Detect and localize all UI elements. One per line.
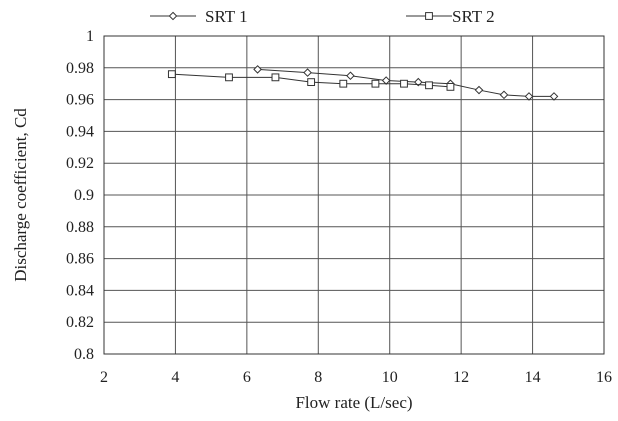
data-point-square — [425, 12, 433, 20]
data-point-diamond — [524, 92, 534, 101]
x-tick-label: 10 — [382, 369, 398, 386]
y-tick-label: 0.82 — [66, 314, 94, 331]
data-point-square — [371, 79, 380, 88]
plot-area — [103, 35, 605, 355]
data-point-diamond — [253, 65, 262, 74]
y-tick-label: 0.8 — [74, 346, 94, 363]
data-point-diamond — [413, 77, 423, 87]
data-point-square — [167, 70, 176, 79]
data-point-diamond — [499, 90, 509, 100]
x-tick-label: 6 — [243, 369, 251, 386]
series-layer — [167, 65, 559, 101]
tick-labels: 2 4 6 8 10 12 14 16 0.8 0.82 0.84 0.86 0.88 0.9 0.92 0.… — [66, 28, 612, 386]
x-tick-label: 4 — [171, 369, 179, 386]
data-point-square — [425, 81, 433, 90]
legend-item-srt-2: SRT 2 — [406, 7, 495, 26]
x-tick-label: 8 — [314, 369, 322, 386]
x-tick-label: 2 — [100, 369, 108, 386]
series-line-srt-1 — [257, 68, 554, 97]
data-point-square — [307, 78, 316, 87]
grid — [103, 35, 605, 355]
data-point-square — [225, 73, 233, 82]
x-tick-label: 14 — [525, 369, 541, 386]
legend-label: SRT 1 — [205, 7, 248, 26]
data-point-diamond — [381, 76, 391, 85]
legend-item-srt-1: SRT 1 — [150, 7, 248, 26]
y-tick-label: 1 — [86, 28, 94, 45]
data-point-diamond — [303, 68, 312, 77]
y-tick-label: 0.86 — [66, 251, 94, 268]
x-tick-label: 12 — [453, 369, 469, 386]
y-tick-label: 0.94 — [66, 123, 94, 140]
data-point-square — [271, 73, 280, 82]
y-tick-label: 0.96 — [66, 92, 94, 109]
legend-label: SRT 2 — [452, 7, 495, 26]
data-point-diamond — [474, 85, 484, 95]
y-tick-label: 0.9 — [74, 187, 94, 204]
y-tick-label: 0.88 — [66, 219, 94, 236]
data-point-square — [400, 79, 408, 88]
y-tick-label: 0.98 — [66, 60, 94, 77]
data-point-square — [339, 79, 348, 88]
data-point-diamond — [168, 11, 178, 21]
data-point-diamond — [549, 92, 559, 101]
y-tick-label: 0.84 — [66, 282, 94, 299]
data-point-diamond — [346, 71, 355, 81]
y-tick-label: 0.92 — [66, 155, 94, 172]
y-axis-title: Discharge coefficient, Cd — [11, 108, 30, 282]
x-tick-label: 16 — [596, 369, 612, 386]
x-axis-title: Flow rate (L/sec) — [295, 393, 412, 412]
legend: SRT 1 SRT 2 — [150, 7, 495, 26]
data-point-square — [446, 82, 455, 91]
